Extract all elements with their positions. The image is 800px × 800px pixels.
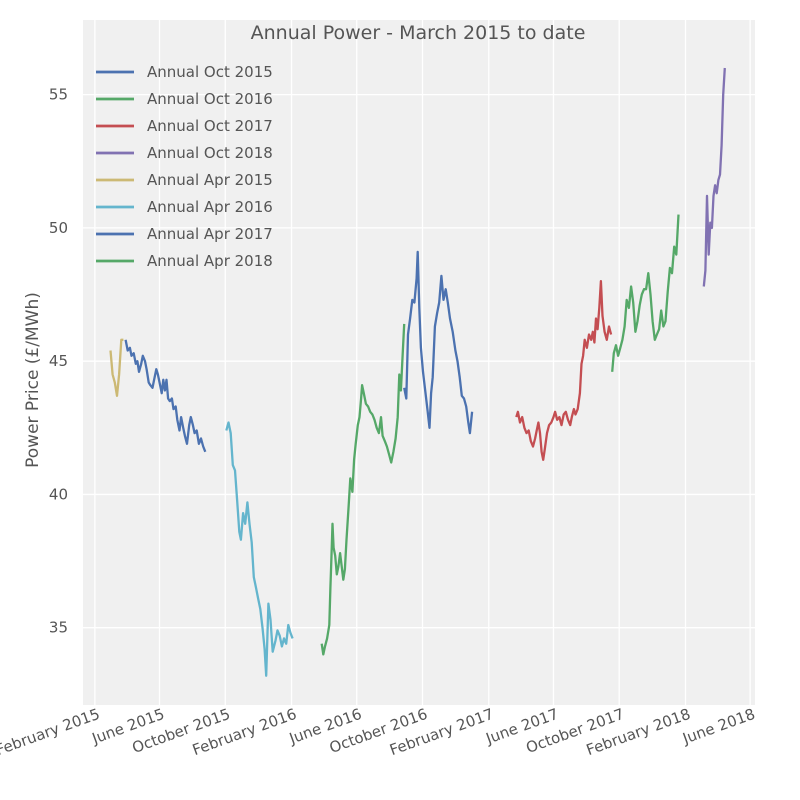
y-tick-labels: 35 40 45 50 55 <box>49 86 68 637</box>
series-line <box>403 250 474 435</box>
legend-entry: Annual Oct 2018 <box>147 144 273 162</box>
legend-entry: Annual Apr 2016 <box>147 198 273 216</box>
legend-entry: Annual Oct 2016 <box>147 90 273 108</box>
series-line <box>320 323 406 656</box>
x-tick-label: February 2015 <box>0 705 102 759</box>
series-lines <box>109 67 726 677</box>
y-axis-label: Power Price (£/MWh) <box>23 292 43 468</box>
chart-title: Annual Power - March 2015 to date <box>251 22 586 44</box>
y-tick-label: 50 <box>49 219 68 237</box>
series-line <box>611 214 680 372</box>
legend-entry: Annual Apr 2018 <box>147 252 273 270</box>
legend: Annual Oct 2015 Annual Oct 2016 Annual Oct… <box>96 63 273 270</box>
y-tick-label: 35 <box>49 619 68 637</box>
legend-entry: Annual Oct 2015 <box>147 63 273 81</box>
y-tick-label: 40 <box>49 485 68 503</box>
legend-entry: Annual Apr 2017 <box>147 225 273 243</box>
plot-background <box>83 20 755 705</box>
series-line <box>225 421 294 677</box>
y-gridlines <box>83 93 755 629</box>
series-line <box>124 339 207 453</box>
legend-entry: Annual Apr 2015 <box>147 171 273 189</box>
series-line <box>702 67 726 287</box>
legend-entry: Annual Oct 2017 <box>147 117 273 135</box>
y-tick-label: 55 <box>49 86 68 104</box>
series-line <box>515 280 613 461</box>
x-tick-label: June 2018 <box>679 705 757 748</box>
y-tick-label: 45 <box>49 352 68 370</box>
series-line <box>109 338 124 397</box>
